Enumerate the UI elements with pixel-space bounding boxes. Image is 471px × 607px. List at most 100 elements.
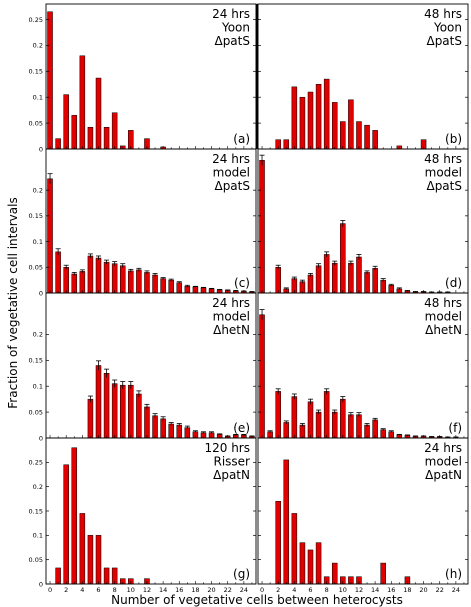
- y-tick-label: 0.2: [33, 483, 43, 491]
- y-tick-label: 0.15: [29, 68, 43, 76]
- x-axis-title: Number of vegetative cells between heter…: [111, 593, 403, 607]
- bar: [348, 99, 354, 150]
- y-tick-label: 0.25: [29, 459, 43, 467]
- bar: [275, 501, 281, 585]
- bar: [315, 411, 322, 439]
- panel-annotation: Yoon: [221, 21, 250, 35]
- bar: [380, 279, 386, 294]
- x-tick-label: 18: [191, 586, 199, 594]
- bar: [259, 160, 265, 294]
- bar: [95, 365, 102, 439]
- x-tick-label: 16: [175, 586, 183, 594]
- bar: [63, 464, 69, 585]
- x-tick-label: 0: [48, 586, 52, 594]
- x-tick-label: 6: [308, 586, 312, 594]
- bar: [307, 549, 314, 585]
- x-tick-label: 20: [419, 586, 427, 594]
- bar: [87, 535, 94, 585]
- panel-annotation: ΔpatN: [425, 468, 462, 482]
- bar: [95, 535, 102, 585]
- y-tick-label: 0: [39, 434, 43, 442]
- x-tick-label: 2: [276, 586, 280, 594]
- bar: [348, 262, 354, 294]
- panel-annotation: 120 hrs: [204, 441, 250, 455]
- x-tick-label: 12: [355, 586, 363, 594]
- y-tick-label: 0.15: [29, 507, 43, 515]
- bar: [87, 398, 94, 439]
- x-tick-label: 10: [127, 586, 135, 594]
- panel-annotation: 24 hrs: [212, 152, 250, 166]
- panel-annotation: 24 hrs: [424, 441, 462, 455]
- panel-annotation: Yoon: [433, 21, 462, 35]
- y-tick-label: 0.05: [29, 119, 43, 127]
- bar: [128, 384, 134, 439]
- bar: [103, 567, 110, 585]
- bar: [331, 411, 338, 439]
- y-tick-label: 0.2: [33, 331, 43, 339]
- x-tick-label: 8: [113, 586, 117, 594]
- bar: [136, 393, 142, 439]
- bar: [331, 102, 338, 150]
- bar: [144, 272, 150, 294]
- bar: [299, 542, 306, 585]
- bar: [79, 271, 86, 294]
- x-tick-label: 22: [224, 586, 232, 594]
- bar: [372, 268, 378, 294]
- bar: [275, 391, 281, 439]
- bar: [111, 263, 118, 294]
- bar: [119, 384, 126, 439]
- bar: [315, 265, 322, 294]
- panel-letter: (f): [448, 421, 462, 435]
- bar: [47, 11, 53, 150]
- bar: [323, 254, 330, 294]
- bar: [71, 447, 78, 585]
- panel-annotation: model: [425, 166, 462, 180]
- bar: [87, 127, 94, 150]
- bar: [119, 265, 126, 294]
- y-tick-label: 0: [39, 145, 43, 153]
- panel-annotation: 48 hrs: [424, 7, 462, 21]
- x-tick-label: 14: [371, 586, 379, 594]
- bar: [79, 513, 86, 585]
- y-tick-label: 0.15: [29, 212, 43, 220]
- y-tick-label: 0: [39, 289, 43, 297]
- bar: [323, 78, 330, 150]
- x-tick-label: 16: [387, 586, 395, 594]
- bar: [291, 86, 298, 150]
- panel-annotation: 48 hrs: [424, 152, 462, 166]
- bar: [331, 262, 338, 294]
- panel-g: 00.050.10.150.20.250 2 4 6 8 10 12 14 16 18 20 22 24…: [29, 437, 257, 594]
- bar: [152, 415, 158, 439]
- bar: [356, 414, 362, 439]
- bar: [364, 124, 370, 150]
- panel-annotation: ΔpatS: [426, 179, 462, 193]
- y-tick-label: 0.1: [33, 383, 43, 391]
- bar: [47, 178, 53, 294]
- bar: [291, 513, 298, 585]
- panel-annotation: model: [213, 310, 250, 324]
- panel-group: 00.050.10.150.20.25 24 hrsYoonΔpatS(a)48 …: [29, 3, 469, 594]
- bar: [103, 261, 110, 294]
- panel-annotation: ΔhetN: [425, 323, 462, 337]
- panel-annotation: ΔhetN: [213, 323, 250, 337]
- bar: [307, 91, 314, 150]
- x-tick-label: 4: [80, 586, 84, 594]
- bar: [283, 459, 290, 585]
- panel-annotation: model: [213, 166, 250, 180]
- bar: [299, 424, 306, 439]
- bar: [283, 422, 290, 439]
- x-tick-label: 20: [207, 586, 215, 594]
- bar: [307, 401, 314, 439]
- bar: [364, 272, 370, 294]
- bar: [111, 112, 118, 150]
- bar: [103, 373, 110, 439]
- x-tick-label: 24: [240, 586, 248, 594]
- bar: [323, 391, 330, 439]
- bar: [315, 542, 322, 585]
- panel-annotation: ΔpatS: [214, 34, 250, 48]
